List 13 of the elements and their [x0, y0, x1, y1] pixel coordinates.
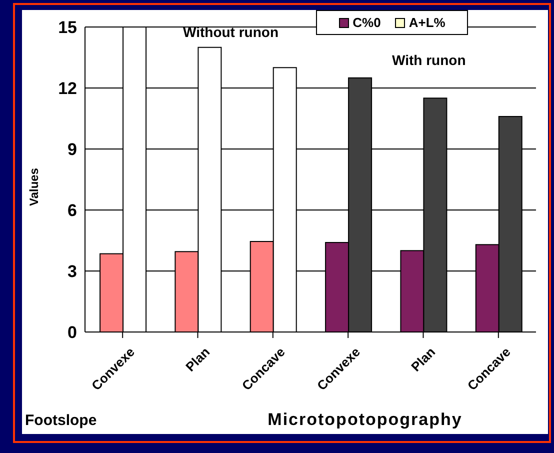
legend-label: A+L% [408, 15, 446, 30]
y-tick-label: 15 [58, 18, 77, 38]
annotation: Without runon [183, 24, 279, 40]
annotation: With runon [392, 52, 466, 68]
text: Footslope [25, 412, 97, 429]
legend-label: C%0 [352, 15, 381, 30]
y-tick-label: 6 [68, 201, 77, 220]
y-tick-label: 9 [68, 140, 77, 160]
y-tick-label: 0 [68, 323, 77, 342]
x-axis-title: Microtopotopography [266, 410, 464, 430]
y-tick-label: 12 [58, 79, 77, 98]
y-axis-title: Values [27, 166, 41, 208]
y-tick-label: 3 [68, 262, 77, 282]
